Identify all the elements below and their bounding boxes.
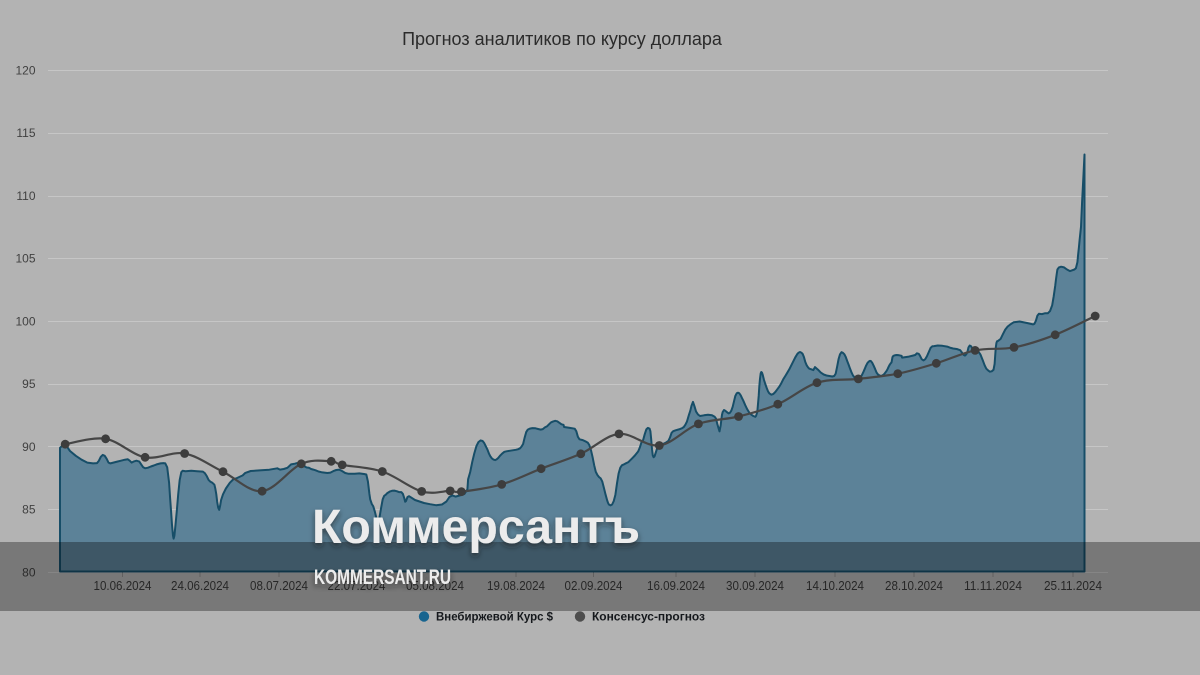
svg-text:Консенсус-прогноз: Консенсус-прогноз (592, 612, 705, 624)
svg-text:02.09.2024: 02.09.2024 (565, 578, 623, 593)
svg-text:22.07.2024: 22.07.2024 (328, 578, 386, 593)
svg-text:100: 100 (15, 314, 35, 328)
svg-text:11.11.2024: 11.11.2024 (964, 578, 1022, 593)
svg-text:Коммерсантъ: Коммерсантъ (312, 501, 640, 554)
svg-text:10.06.2024: 10.06.2024 (94, 578, 152, 593)
svg-text:90: 90 (22, 440, 36, 454)
svg-text:120: 120 (15, 63, 35, 77)
svg-text:110: 110 (16, 189, 35, 203)
svg-text:05.08.2024: 05.08.2024 (406, 578, 464, 593)
svg-text:28.10.2024: 28.10.2024 (885, 578, 943, 593)
svg-text:Прогноз аналитиков по курсу до: Прогноз аналитиков по курсу доллара (402, 29, 723, 49)
svg-text:80: 80 (22, 565, 36, 579)
svg-text:30.09.2024: 30.09.2024 (726, 578, 784, 593)
svg-text:25.11.2024: 25.11.2024 (1044, 578, 1102, 593)
svg-text:105: 105 (15, 252, 35, 266)
svg-text:19.08.2024: 19.08.2024 (487, 578, 545, 593)
svg-text:08.07.2024: 08.07.2024 (250, 578, 308, 593)
svg-text:Внебиржевой Курс $: Внебиржевой Курс $ (436, 612, 554, 624)
svg-text:85: 85 (22, 503, 36, 517)
svg-text:24.06.2024: 24.06.2024 (171, 578, 229, 593)
svg-text:115: 115 (16, 126, 35, 140)
svg-text:14.10.2024: 14.10.2024 (806, 578, 864, 593)
svg-text:16.09.2024: 16.09.2024 (647, 578, 705, 593)
svg-text:KOMMERSANT.RU: KOMMERSANT.RU (314, 565, 451, 589)
svg-text:95: 95 (22, 377, 36, 391)
